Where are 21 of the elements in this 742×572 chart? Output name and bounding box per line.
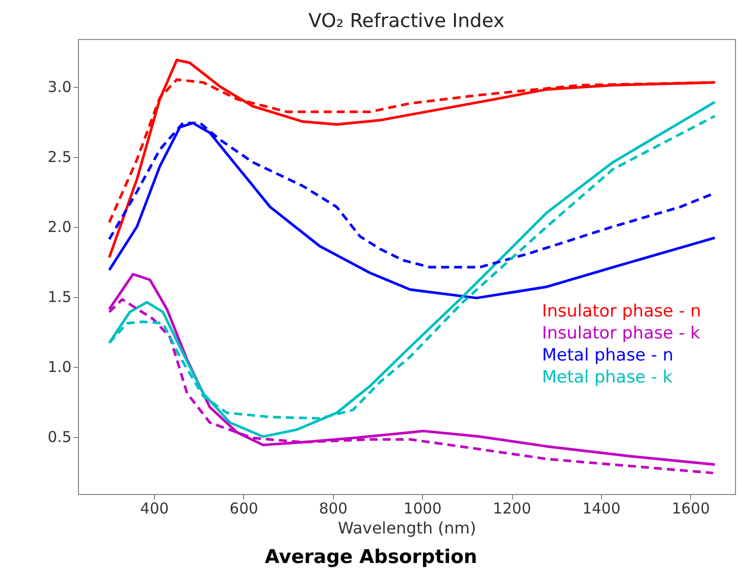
text: Average Absorption xyxy=(264,546,478,568)
line-series xyxy=(108,122,716,300)
x-tick-label: 1600 xyxy=(672,500,710,518)
y-tick-label: 2.0 xyxy=(48,218,72,236)
y-tick-label: 2.5 xyxy=(48,148,72,166)
x-tick-label: 600 xyxy=(230,500,258,518)
text: Insulator phase - n xyxy=(542,301,702,322)
y-tick-label: 0.5 xyxy=(48,428,72,446)
y-tick-label: 1.0 xyxy=(48,358,72,376)
text: Metal phase - k xyxy=(542,367,673,388)
x-tick-label: 1000 xyxy=(404,500,442,518)
text: Insulator phase - k xyxy=(542,323,700,344)
y-tick-label: 3.0 xyxy=(48,78,72,96)
chart-title: VO₂ Refractive Index xyxy=(308,10,504,32)
y-tick-label: 1.5 xyxy=(48,288,72,306)
x-tick-label: 1400 xyxy=(582,500,621,518)
x-axis-title: Wavelength (nm) xyxy=(338,518,476,538)
x-tick-label: 800 xyxy=(318,500,348,518)
x-tick-label: 1200 xyxy=(492,500,532,518)
x-tick-label: 400 xyxy=(140,500,169,518)
text: Metal phase - n xyxy=(542,345,674,366)
